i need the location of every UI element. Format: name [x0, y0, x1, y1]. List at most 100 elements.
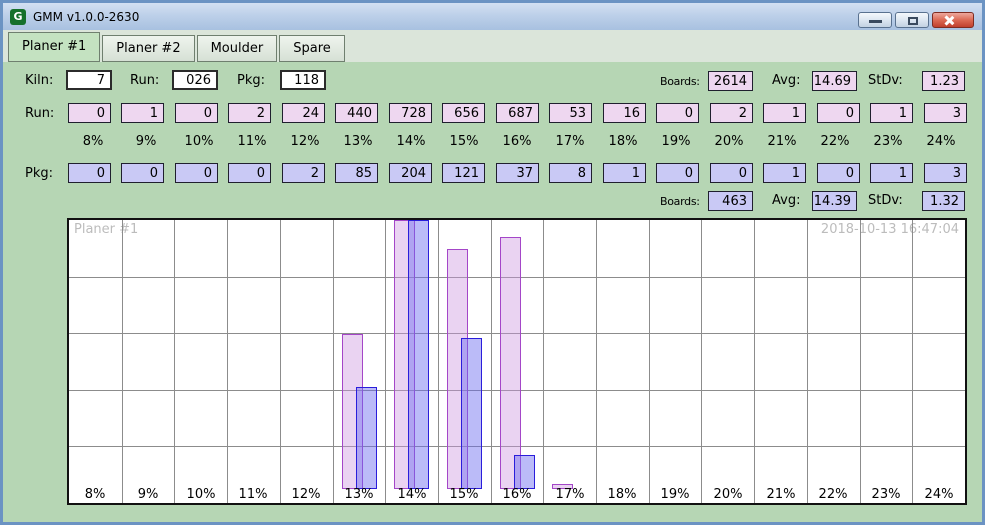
pkg-avg-field: 14.39: [812, 191, 857, 211]
percent-label-15%: 15%: [449, 134, 479, 149]
avg-field: 14.69: [812, 71, 857, 91]
pkg-count-18%: 1: [603, 163, 646, 183]
chart-title: Planer #1: [74, 222, 139, 237]
percent-label-16%: 16%: [502, 134, 532, 149]
percent-label-22%: 22%: [820, 134, 850, 149]
pkg-count-9%: 0: [121, 163, 164, 183]
kiln-input[interactable]: [66, 70, 112, 90]
pkg-bar-16%: [514, 455, 535, 489]
chart-gridline-v: [807, 220, 808, 503]
pkg-avg-label: Avg:: [772, 193, 801, 208]
chart-gridline-v: [701, 220, 702, 503]
pkg-count-20%: 0: [710, 163, 753, 183]
pkg-count-14%: 204: [389, 163, 432, 183]
percent-label-21%: 21%: [767, 134, 797, 149]
run-count-11%: 2: [228, 103, 271, 123]
chart-xlabel-12%: 12%: [291, 487, 321, 502]
chart-xlabel-16%: 16%: [502, 487, 532, 502]
run-count-24%: 3: [924, 103, 967, 123]
percent-label-19%: 19%: [661, 134, 691, 149]
chart-xlabel-10%: 10%: [186, 487, 216, 502]
chart-gridline-v: [227, 220, 228, 503]
run-bar-15%: [447, 249, 468, 489]
chart-xlabel-18%: 18%: [607, 487, 637, 502]
run-count-14%: 728: [389, 103, 432, 123]
chart-xlabel-23%: 23%: [871, 487, 901, 502]
tab-planer-1[interactable]: Planer #1: [8, 32, 101, 62]
pkg-input[interactable]: [280, 70, 326, 90]
run-count-8%: 0: [68, 103, 111, 123]
percent-label-8%: 8%: [82, 134, 104, 149]
chart-gridline-v: [649, 220, 650, 503]
chart-gridline-v: [491, 220, 492, 503]
chart-xlabel-17%: 17%: [555, 487, 585, 502]
pkg-count-21%: 1: [763, 163, 806, 183]
pkg-count-17%: 8: [549, 163, 592, 183]
chart-gridline-h: [69, 277, 965, 278]
chart-xlabel-14%: 14%: [397, 487, 427, 502]
percent-label-17%: 17%: [555, 134, 585, 149]
run-bar-13%: [342, 334, 363, 489]
pkg-stdv-label: StDv:: [868, 193, 903, 208]
run-input[interactable]: [172, 70, 218, 90]
percent-label-18%: 18%: [608, 134, 638, 149]
chart-xlabel-11%: 11%: [238, 487, 268, 502]
maximize-icon: [908, 17, 918, 25]
pkg-bar-13%: [356, 387, 377, 489]
run-count-18%: 16: [603, 103, 646, 123]
chart-timestamp: 2018-10-13 16:47:04: [820, 222, 959, 237]
pkg-count-11%: 0: [228, 163, 271, 183]
tab-spare[interactable]: Spare: [279, 35, 345, 62]
run-count-20%: 2: [710, 103, 753, 123]
boards-label: Boards:: [660, 75, 700, 88]
percent-label-20%: 20%: [714, 134, 744, 149]
run-label: Run:: [130, 73, 160, 88]
pkg-boards-field: 463: [708, 191, 753, 211]
percent-label-11%: 11%: [237, 134, 267, 149]
stdv-label: StDv:: [868, 73, 903, 88]
main-content: Kiln: Run: Pkg: Boards: 2614 Avg: 14.69 …: [3, 62, 982, 522]
chart-gridline-v: [543, 220, 544, 503]
chart-gridline-v: [438, 220, 439, 503]
chart-gridline-v: [333, 220, 334, 503]
pkg-count-24%: 3: [924, 163, 967, 183]
percent-label-12%: 12%: [290, 134, 320, 149]
run-bar-16%: [500, 237, 521, 489]
pkg-count-23%: 1: [870, 163, 913, 183]
run-count-21%: 1: [763, 103, 806, 123]
window-controls: [858, 12, 974, 28]
pkg-count-15%: 121: [442, 163, 485, 183]
maximize-button[interactable]: [895, 12, 929, 28]
run-count-9%: 1: [121, 103, 164, 123]
boards-total-field: 2614: [708, 71, 753, 91]
chart-xlabel-20%: 20%: [713, 487, 743, 502]
chart-xlabel-13%: 13%: [344, 487, 374, 502]
chart-gridline-v: [385, 220, 386, 503]
pkg-count-12%: 2: [282, 163, 325, 183]
minimize-button[interactable]: [858, 12, 892, 28]
pkg-count-22%: 0: [817, 163, 860, 183]
run-count-22%: 0: [817, 103, 860, 123]
run-bar-17%: [552, 484, 573, 489]
chart-xlabel-8%: 8%: [84, 487, 106, 502]
run-count-10%: 0: [175, 103, 218, 123]
titlebar[interactable]: G GMM v1.0.0-2630: [3, 3, 982, 30]
chart-xlabel-15%: 15%: [449, 487, 479, 502]
chart-gridline-v: [754, 220, 755, 503]
chart-gridline-v: [860, 220, 861, 503]
close-button[interactable]: [932, 12, 974, 28]
stdv-field: 1.23: [922, 71, 965, 91]
run-count-16%: 687: [496, 103, 539, 123]
chart-xlabel-19%: 19%: [660, 487, 690, 502]
tab-planer-2[interactable]: Planer #2: [102, 35, 195, 62]
chart-gridline-v: [174, 220, 175, 503]
tab-moulder[interactable]: Moulder: [196, 35, 278, 62]
run-bar-14%: [394, 220, 415, 489]
tab-bar: Planer #1 Planer #2 Moulder Spare: [3, 30, 982, 62]
pkg-bar-15%: [461, 338, 482, 489]
run-row-label: Run:: [25, 106, 55, 121]
pkg-label: Pkg:: [237, 73, 265, 88]
chart-xlabel-9%: 9%: [137, 487, 159, 502]
chart-gridline-h: [69, 333, 965, 334]
